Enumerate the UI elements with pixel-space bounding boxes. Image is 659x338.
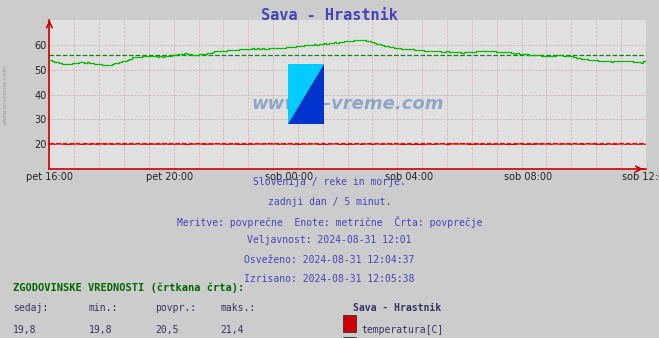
Text: zadnji dan / 5 minut.: zadnji dan / 5 minut. (268, 197, 391, 207)
Text: Sava - Hrastnik: Sava - Hrastnik (261, 8, 398, 23)
Text: Meritve: povprečne  Enote: metrične  Črta: povprečje: Meritve: povprečne Enote: metrične Črta:… (177, 216, 482, 228)
Text: 20,5: 20,5 (155, 325, 179, 335)
Text: Izrisano: 2024-08-31 12:05:38: Izrisano: 2024-08-31 12:05:38 (244, 274, 415, 284)
Text: www.si-vreme.com: www.si-vreme.com (251, 95, 444, 113)
Text: 19,8: 19,8 (89, 325, 113, 335)
Text: min.:: min.: (89, 303, 119, 313)
Text: temperatura[C]: temperatura[C] (361, 325, 444, 335)
Polygon shape (288, 64, 324, 124)
Text: Slovenija / reke in morje.: Slovenija / reke in morje. (253, 177, 406, 188)
Text: ZGODOVINSKE VREDNOSTI (črtkana črta):: ZGODOVINSKE VREDNOSTI (črtkana črta): (13, 282, 244, 293)
Polygon shape (288, 64, 324, 124)
Text: sedaj:: sedaj: (13, 303, 48, 313)
Text: 21,4: 21,4 (221, 325, 244, 335)
Text: Veljavnost: 2024-08-31 12:01: Veljavnost: 2024-08-31 12:01 (247, 235, 412, 245)
Text: www.si-vreme.com: www.si-vreme.com (3, 65, 8, 124)
Text: Osveženo: 2024-08-31 12:04:37: Osveženo: 2024-08-31 12:04:37 (244, 255, 415, 265)
Text: 19,8: 19,8 (13, 325, 37, 335)
Polygon shape (288, 64, 324, 124)
Text: povpr.:: povpr.: (155, 303, 196, 313)
Text: Sava - Hrastnik: Sava - Hrastnik (353, 303, 441, 313)
Text: maks.:: maks.: (221, 303, 256, 313)
